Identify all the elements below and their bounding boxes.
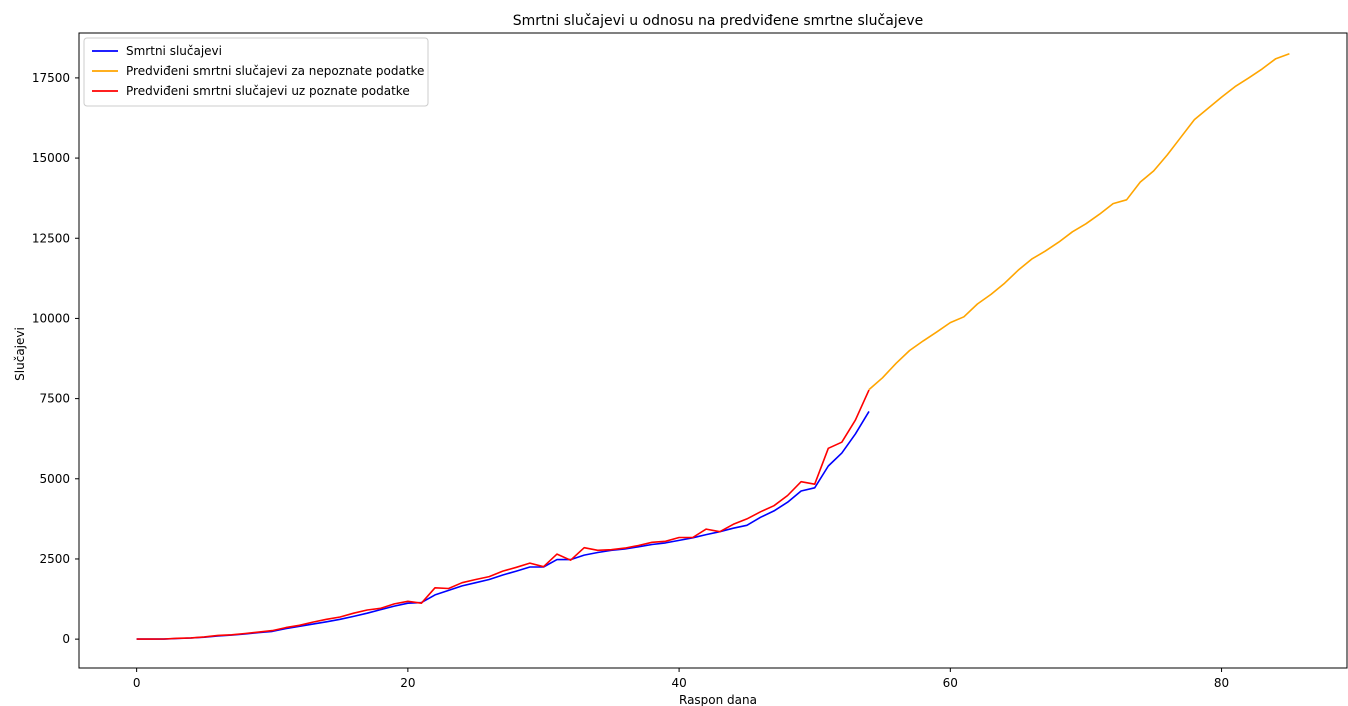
x-axis-label: Raspon dana: [679, 693, 757, 706]
y-tick-label-0: 0: [62, 632, 70, 646]
y-tick-label-4: 10000: [32, 311, 70, 325]
y-tick-label-7: 17500: [32, 71, 70, 85]
x-tick-label-4: 80: [1214, 676, 1229, 690]
x-tick-label-2: 40: [671, 676, 686, 690]
series-layer: [136, 53, 1290, 640]
legend-label-2: Predviđeni smrtni slučajevi uz poznate p…: [126, 84, 410, 98]
y-tick-label-1: 2500: [39, 552, 70, 566]
chart-title: Smrtni slučajevi u odnosu na predviđene …: [513, 13, 923, 29]
series-line-0: [136, 410, 870, 640]
y-tick-label-5: 12500: [32, 231, 70, 245]
legend-label-1: Predviđeni smrtni slučajevi za nepoznate…: [126, 64, 424, 78]
x-axis: 0 20 40 60 80: [133, 668, 1229, 690]
legend-label-0: Smrtni slučajevi: [126, 44, 222, 58]
y-tick-label-2: 5000: [39, 472, 70, 486]
x-tick-label-0: 0: [133, 676, 141, 690]
series-line-1: [868, 53, 1290, 391]
legend-box: [83, 37, 429, 107]
plot-frame: [78, 32, 1348, 669]
x-tick-label-1: 20: [400, 676, 415, 690]
x-tick-label-3: 60: [943, 676, 958, 690]
y-tick-label-3: 7500: [39, 392, 70, 406]
y-tick-label-6: 15000: [32, 151, 70, 165]
series-line-2: [136, 389, 870, 640]
y-axis: 0 2500 5000 7500 10000 12500 15000 17500: [32, 71, 79, 646]
legend: Smrtni slučajevi Predviđeni smrtni slučaj…: [83, 37, 429, 107]
y-axis-label: Slučajevi: [13, 327, 27, 381]
